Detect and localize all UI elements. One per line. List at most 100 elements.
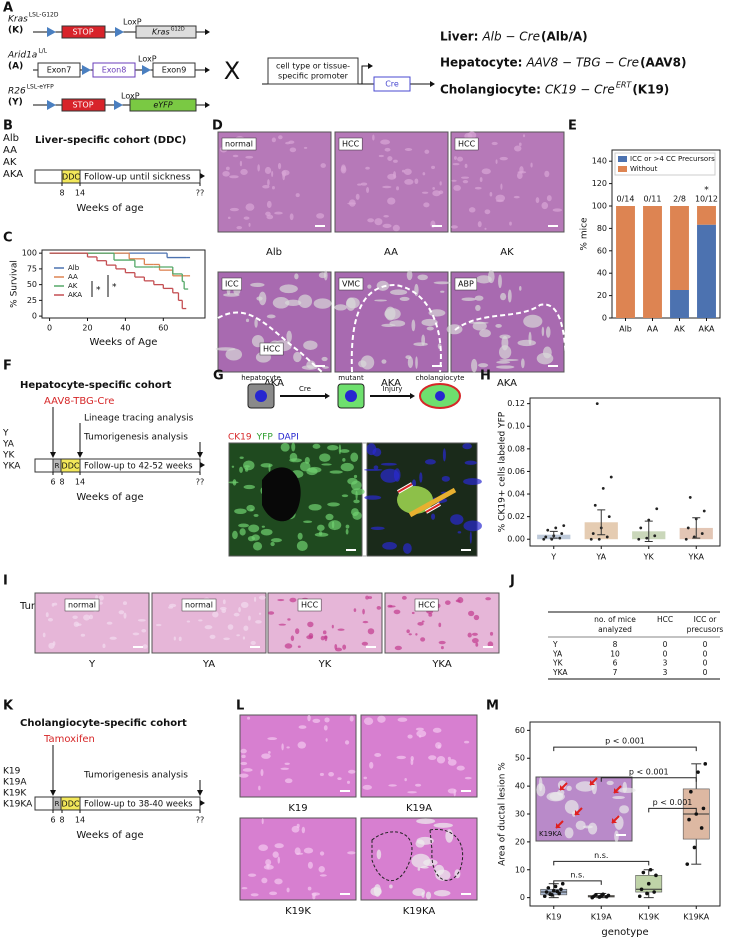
- panel-letter: M: [486, 699, 499, 714]
- texture: [498, 345, 512, 359]
- texture: [298, 725, 307, 729]
- texture: [234, 508, 247, 515]
- texture: [431, 513, 436, 520]
- texture: [137, 618, 146, 622]
- arrow-head: [197, 790, 203, 796]
- label: 8: [59, 478, 64, 487]
- tag-box: [221, 137, 257, 151]
- image-caption: K19K: [285, 906, 311, 917]
- data-point: [591, 532, 595, 535]
- texture: [518, 142, 522, 147]
- texture: [141, 628, 147, 633]
- texture: [289, 597, 297, 603]
- y-tick-label: 75: [27, 264, 37, 273]
- texture: [362, 608, 365, 615]
- box: [92, 62, 136, 78]
- data-point: [699, 826, 704, 830]
- texture: [360, 182, 368, 186]
- texture: [575, 820, 586, 831]
- texture: [418, 734, 422, 738]
- label: R: [55, 800, 60, 808]
- arrow-head: [50, 790, 56, 796]
- panel-letter: L: [236, 699, 244, 714]
- y-axis-label: Area of ductal lesion %: [498, 762, 508, 866]
- texture: [477, 221, 482, 228]
- texture: [416, 836, 434, 845]
- texture: [374, 753, 382, 757]
- panel-letter: A: [3, 1, 13, 16]
- data-point: [645, 536, 649, 540]
- texture: [411, 479, 417, 487]
- data-point: [605, 535, 609, 539]
- texture: [266, 214, 274, 220]
- texture: [255, 620, 262, 624]
- texture: [258, 785, 261, 791]
- texture: [258, 844, 268, 852]
- inset-label: K19KA: [539, 830, 562, 838]
- texture: [387, 156, 393, 161]
- image-caption: YKA: [431, 659, 451, 670]
- x-tick-label: AK: [674, 325, 685, 334]
- texture: [397, 717, 408, 722]
- texture: [307, 714, 311, 722]
- texture: [368, 596, 373, 599]
- texture: [390, 289, 408, 296]
- data-point: [692, 845, 697, 850]
- label: Liver-specific cohort (DDC): [35, 135, 186, 146]
- label: cholangiocyte: [416, 374, 465, 382]
- texture: [414, 283, 419, 297]
- texture: [401, 169, 405, 173]
- label: K19KA: [3, 800, 33, 810]
- y-tick-label: 25: [27, 296, 37, 305]
- tag-box: [414, 598, 439, 612]
- label: YKA: [2, 462, 21, 472]
- texture: [447, 788, 457, 794]
- panel-letter: D: [212, 119, 223, 134]
- texture: [498, 274, 502, 289]
- texture: [295, 193, 300, 198]
- texture: [274, 211, 283, 215]
- texture: [496, 360, 511, 364]
- label: DDC: [62, 173, 80, 182]
- arrow-head: [50, 452, 56, 458]
- texture: [500, 183, 503, 190]
- data-point: [641, 870, 646, 875]
- texture: [280, 442, 290, 452]
- data-point: [546, 528, 550, 532]
- table-header: ICC or: [694, 615, 718, 624]
- x-tick-label: K19: [546, 913, 561, 922]
- data-point: [597, 537, 601, 541]
- texture: [535, 197, 540, 204]
- y-tick-label: 60: [515, 726, 525, 735]
- label: AKA: [3, 169, 23, 180]
- texture: [258, 612, 262, 615]
- label: (K19): [632, 83, 669, 97]
- texture: [319, 453, 331, 462]
- texture: [80, 633, 86, 637]
- texture: [453, 156, 457, 160]
- arrow-head: [368, 63, 373, 69]
- texture: [485, 597, 491, 601]
- texture: [327, 502, 340, 507]
- texture: [521, 358, 525, 369]
- y-tick-label: 0.00: [507, 535, 525, 544]
- texture: [403, 168, 412, 175]
- texture: [478, 363, 489, 368]
- data-point: [646, 881, 651, 886]
- texture: [399, 296, 410, 302]
- texture: [321, 463, 332, 466]
- texture: [393, 609, 401, 615]
- texture: [457, 597, 464, 604]
- texture: [294, 273, 299, 280]
- image-caption: AKA: [264, 378, 284, 389]
- texture: [232, 479, 237, 486]
- texture: [357, 183, 362, 186]
- texture: [261, 525, 265, 528]
- texture: [328, 771, 335, 777]
- y-axis-label: % Survival: [10, 260, 20, 308]
- texture: [341, 164, 346, 172]
- texture: [45, 612, 49, 618]
- texture: [88, 614, 94, 620]
- texture: [265, 859, 272, 866]
- texture: [441, 475, 450, 482]
